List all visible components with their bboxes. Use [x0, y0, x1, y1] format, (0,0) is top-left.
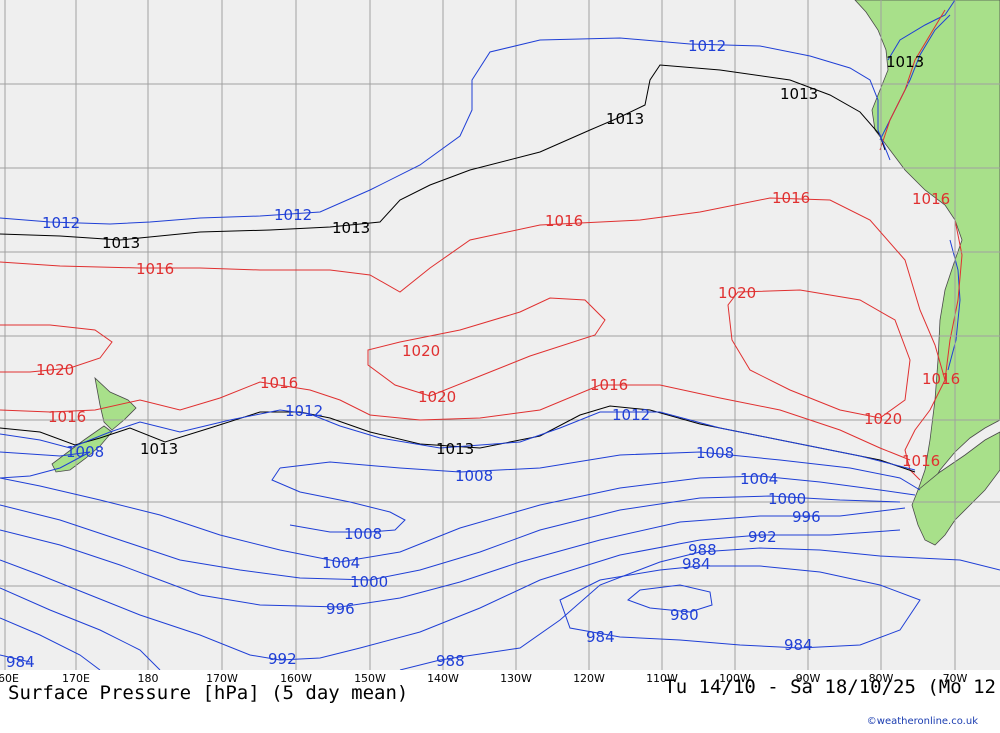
isobar-labels: 1012 1012 1012 1012 1012 1013 1013 1013 … [6, 37, 960, 670]
isobar-label: 1012 [42, 214, 80, 232]
isobar-label: 1016 [912, 190, 950, 208]
land [51, 0, 1000, 546]
longitude-axis: 160E 170E 180 170W 160W 150W 140W 130W 1… [0, 672, 1000, 686]
isobars-low [0, 37, 1000, 670]
isobar-label: 1008 [455, 467, 493, 485]
isobar-label: 1013 [140, 440, 178, 458]
isobar-label: 1020 [418, 388, 456, 406]
isobar-label: 1008 [344, 525, 382, 543]
isobar-label: 1004 [740, 470, 778, 488]
isobar-label: 1013 [606, 110, 644, 128]
tierra-del-fuego [911, 431, 1000, 546]
isobar-label: 1016 [922, 370, 960, 388]
ocean-background [0, 0, 1000, 670]
isobar-996 [0, 507, 906, 608]
isobar-label: 1013 [436, 440, 474, 458]
isobar-label: 1016 [772, 189, 810, 207]
isobar-label: 1004 [322, 554, 360, 572]
longitude-label: 160W [280, 672, 312, 685]
isobar-1020-west [0, 324, 113, 373]
isobar-label: 984 [682, 555, 711, 573]
longitude-label: 140W [427, 672, 459, 685]
isobar-label: 1016 [902, 452, 940, 470]
isobar-label: 996 [326, 600, 355, 618]
longitude-label: 120W [573, 672, 605, 685]
forecast-period: Tu 14/10 - Sa 18/10/25 (Mo 12 [664, 676, 996, 698]
isobar-label: 992 [748, 528, 777, 546]
isobar-label: 1016 [545, 212, 583, 230]
isobar-label: 988 [688, 541, 717, 559]
isobar-1008 [0, 451, 921, 533]
isobar-label: 1012 [612, 406, 650, 424]
credit-link[interactable]: ©weatheronline.co.uk [866, 716, 978, 727]
isobar-984 [0, 565, 921, 670]
longitude-label: 100W [719, 672, 751, 685]
isobar-label: 1016 [48, 408, 86, 426]
longitude-label: 170E [62, 672, 90, 685]
isobars-high [0, 197, 946, 481]
isobar-1020-central [367, 297, 606, 397]
isobar-1000 [0, 495, 901, 581]
isobar-label: 1013 [780, 85, 818, 103]
isobar-980 [627, 584, 713, 613]
isobar-1016-north [0, 197, 946, 481]
isobar-label: 1020 [864, 410, 902, 428]
isobar-label: 1012 [688, 37, 726, 55]
longitude-label: 80W [868, 672, 894, 685]
isobar-1012-north [0, 37, 891, 225]
longitude-label: 130W [500, 672, 532, 685]
isobar-label: 984 [784, 636, 813, 654]
isobar-label: 980 [670, 606, 699, 624]
isobar-label: 1000 [768, 490, 806, 508]
isobar-label: 1016 [136, 260, 174, 278]
isobar-1013-north [0, 64, 886, 241]
isobar-label: 1013 [886, 53, 924, 71]
longitude-label: 110W [646, 672, 678, 685]
isobar-label: 1000 [350, 573, 388, 591]
isobar-988 [0, 547, 1000, 670]
longitude-label: 150W [354, 672, 386, 685]
isobar-label: 1016 [260, 374, 298, 392]
isobar-label: 1020 [718, 284, 756, 302]
isobar-label: 1013 [102, 234, 140, 252]
isobar-label: 1008 [66, 443, 104, 461]
isobar-label: 992 [268, 650, 297, 668]
isobar-1020-east [727, 289, 911, 419]
isobar-label: 1020 [36, 361, 74, 379]
isobar-label: 1008 [696, 444, 734, 462]
isobar-label: 984 [586, 628, 615, 646]
isobar-label: 1012 [285, 402, 323, 420]
coastal-ridges-red [879, 9, 963, 381]
longitude-label: 90W [795, 672, 821, 685]
isobar-label: 1016 [590, 376, 628, 394]
isobar-label: 988 [436, 652, 465, 670]
longitude-label: 160E [0, 672, 19, 685]
longitude-label: 70W [942, 672, 968, 685]
isobar-label: 996 [792, 508, 821, 526]
longitude-label: 170W [206, 672, 238, 685]
map-footer [0, 670, 1000, 733]
isobar-1016-south [0, 381, 911, 461]
lat-lon-grid [0, 0, 1000, 670]
isobar-1004 [0, 475, 916, 563]
isobar-label: 1020 [402, 342, 440, 360]
isobar-label: 1013 [332, 219, 370, 237]
longitude-label: 180 [137, 672, 159, 685]
pressure-map: 1012 1012 1012 1012 1012 1013 1013 1013 … [0, 0, 1000, 670]
isobar-label: 1012 [274, 206, 312, 224]
isobar-label: 984 [6, 653, 35, 670]
isobar-1012-south [0, 409, 916, 471]
isobar-992 [0, 529, 901, 661]
map-title: Surface Pressure [hPa] (5 day mean) [8, 682, 409, 704]
